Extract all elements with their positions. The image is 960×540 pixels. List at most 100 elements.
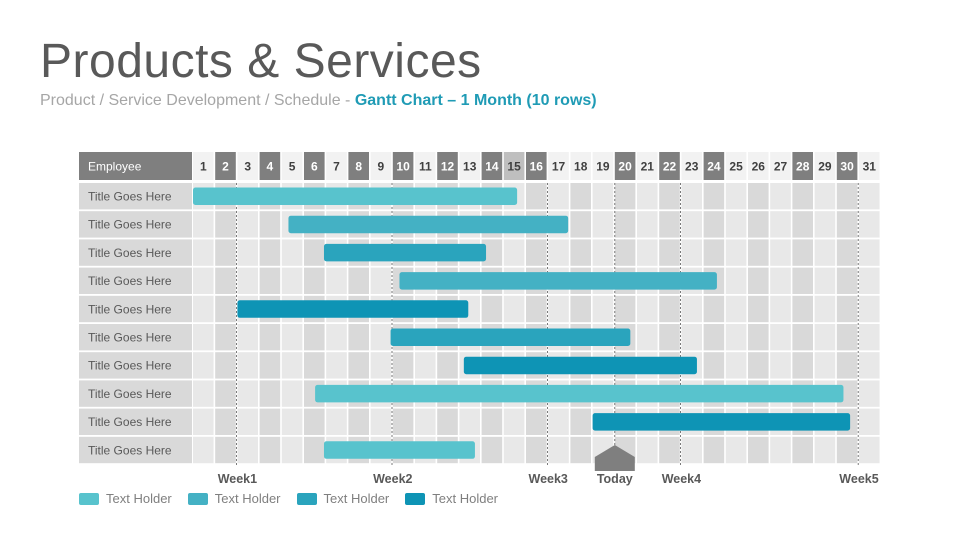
grid-cell xyxy=(770,436,791,464)
grid-cell xyxy=(703,324,725,351)
day-header-cell xyxy=(259,152,281,180)
grid-cell xyxy=(792,436,813,464)
row-label-cell xyxy=(79,324,192,351)
row-label: Title Goes Here xyxy=(88,246,172,260)
row-label: Title Goes Here xyxy=(88,443,172,457)
day-header-label: 16 xyxy=(530,160,544,174)
day-header-cell xyxy=(859,152,880,180)
grid-cell xyxy=(348,267,369,294)
grid-cell xyxy=(836,267,858,294)
row-label: Title Goes Here xyxy=(88,415,172,429)
slide-title: Products & Services xyxy=(40,35,482,88)
grid-cell xyxy=(703,436,725,464)
grid-cell xyxy=(348,324,369,351)
grid-cell xyxy=(703,211,725,238)
grid-cell xyxy=(215,324,236,351)
grid-cell xyxy=(681,324,702,351)
day-header-cell xyxy=(548,152,569,180)
grid-cell xyxy=(304,324,325,351)
legend-item: Text Holder xyxy=(79,491,172,506)
day-header-cell xyxy=(637,152,658,180)
grid-cell xyxy=(592,211,614,238)
grid-cell xyxy=(637,183,658,210)
day-header-label: 17 xyxy=(552,160,566,174)
week-label: Week3 xyxy=(529,472,568,486)
grid-cell xyxy=(481,436,503,464)
day-header-label: 6 xyxy=(311,160,318,174)
week-label: Week2 xyxy=(373,472,412,486)
grid-cell xyxy=(459,408,480,435)
grid-cell xyxy=(614,239,636,266)
grid-cell xyxy=(703,239,725,266)
grid-cell xyxy=(814,436,836,464)
grid-cell xyxy=(859,211,880,238)
grid-cell xyxy=(281,239,303,266)
task-bar xyxy=(592,413,851,431)
grid-cell xyxy=(570,211,591,238)
grid-cell xyxy=(614,211,636,238)
grid-cell xyxy=(215,408,236,435)
grid-cell xyxy=(748,436,769,464)
grid-cell xyxy=(526,408,547,435)
week-label: Week1 xyxy=(218,472,257,486)
grid-cell xyxy=(836,352,858,379)
grid-cell xyxy=(281,352,303,379)
day-header-label: 21 xyxy=(641,160,655,174)
grid-cell xyxy=(614,295,636,323)
day-header-label: 27 xyxy=(774,160,788,174)
day-header-cell xyxy=(481,152,503,180)
day-header-cell xyxy=(748,152,769,180)
grid-cell xyxy=(237,436,258,464)
row-label-cell xyxy=(79,267,192,294)
grid-cell xyxy=(792,239,813,266)
task-bar xyxy=(193,187,518,205)
legend-swatch xyxy=(405,492,426,505)
grid-cell xyxy=(859,324,880,351)
grid-cell xyxy=(614,183,636,210)
grid-cell xyxy=(193,380,214,407)
grid-cell xyxy=(725,352,747,379)
grid-cell xyxy=(681,436,702,464)
grid-cell xyxy=(681,239,702,266)
day-header-cell xyxy=(348,152,369,180)
grid-cell xyxy=(370,408,392,435)
day-header-label: 4 xyxy=(267,160,274,174)
day-header-label: 23 xyxy=(685,160,699,174)
grid-cell xyxy=(304,436,325,464)
grid-cell xyxy=(859,352,880,379)
day-header-label: 11 xyxy=(419,160,432,174)
grid-cell xyxy=(193,408,214,435)
grid-cell xyxy=(193,295,214,323)
grid-cell xyxy=(548,295,569,323)
grid-cell xyxy=(859,380,880,407)
row-label: Title Goes Here xyxy=(88,387,172,401)
grid-cell xyxy=(814,183,836,210)
slide-subtitle: Product / Service Development / Schedule… xyxy=(40,92,597,110)
row-label: Title Goes Here xyxy=(88,331,172,345)
grid-cell xyxy=(259,239,281,266)
day-header-cell xyxy=(770,152,791,180)
grid-cell xyxy=(281,380,303,407)
chart-legend: Text Holder Text Holder Text Holder Text Ho… xyxy=(79,491,498,506)
grid-cell xyxy=(814,239,836,266)
grid-cell xyxy=(215,295,236,323)
legend-item: Text Holder xyxy=(187,491,281,506)
grid-cell xyxy=(481,295,503,323)
grid-cell xyxy=(215,239,236,266)
day-header-cell xyxy=(392,152,414,180)
day-header-label: 12 xyxy=(441,160,455,174)
grid-cell xyxy=(481,239,503,266)
grid-cell xyxy=(681,183,702,210)
grid-cell xyxy=(659,183,680,210)
grid-cell xyxy=(770,211,791,238)
grid-cell xyxy=(770,324,791,351)
grid-cell xyxy=(748,295,769,323)
day-header-cell xyxy=(814,152,836,180)
day-header-label: 13 xyxy=(463,160,477,174)
day-header-label: 5 xyxy=(289,160,296,174)
grid-cell xyxy=(437,352,458,379)
header-employee-label: Employee xyxy=(88,160,142,174)
day-header-cell xyxy=(415,152,436,180)
day-header-cell xyxy=(526,152,547,180)
legend-label: Text Holder xyxy=(214,491,281,506)
